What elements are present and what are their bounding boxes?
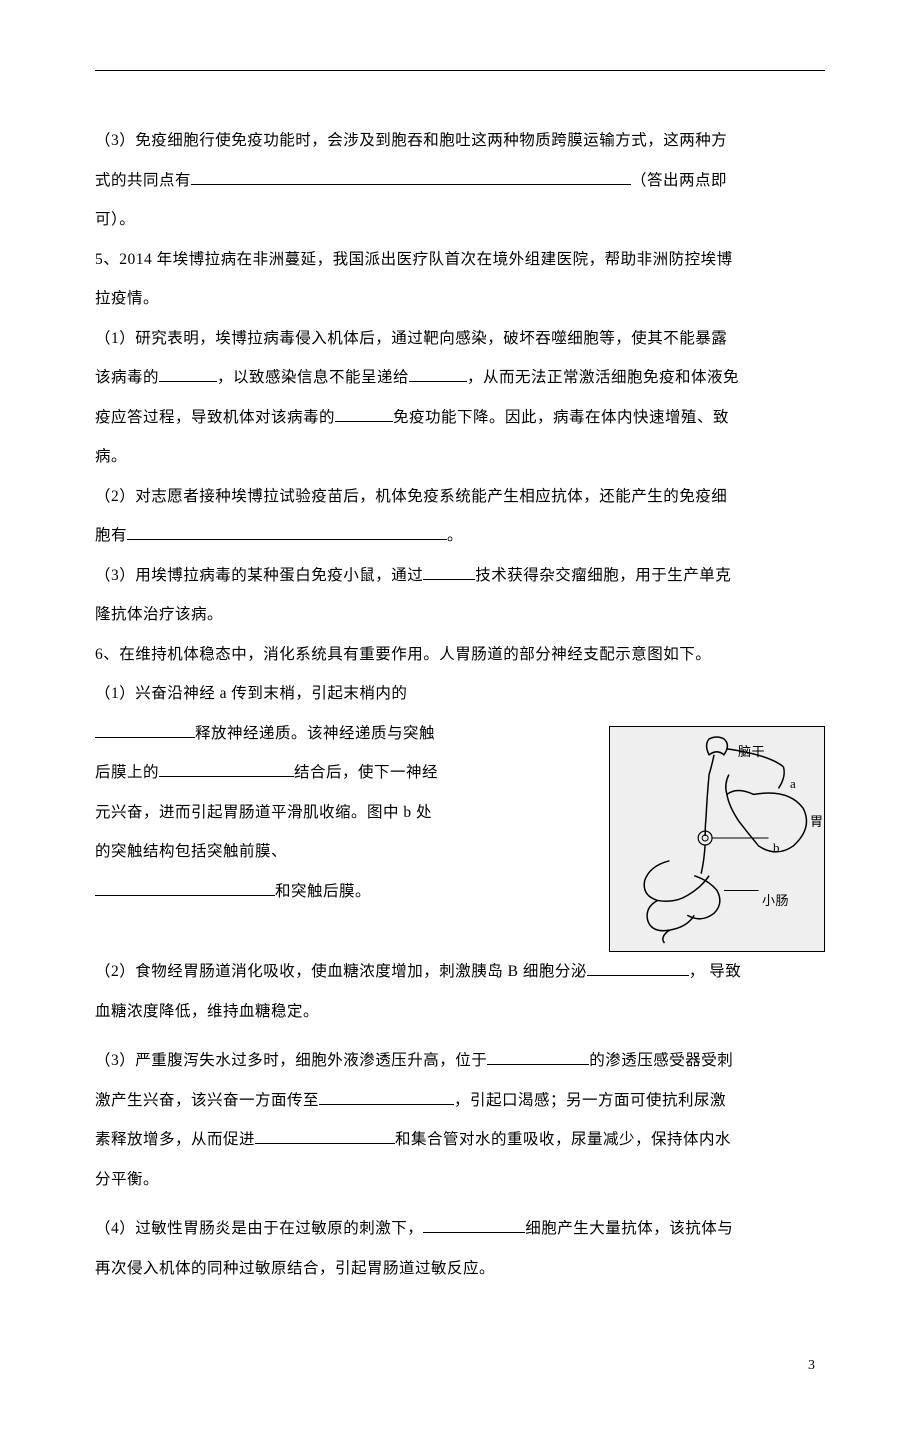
q5-header: 5、2014 年埃博拉病在非洲蔓延，我国派出医疗队首次在境外组建医院，帮助非洲防… — [95, 240, 825, 280]
q6-p2-l2: 血糖浓度降低，维持血糖稳定。 — [95, 992, 825, 1032]
q6-p3-c: 激产生兴奋，该兴奋一方面传至 — [95, 1092, 319, 1109]
q5-blank3 — [335, 405, 393, 422]
q6-p2-l1: （2）食物经胃肠道消化吸收，使血糖浓度增加，刺激胰岛 B 细胞分泌 ， 导致 — [95, 952, 825, 992]
diagram-label-intestine: 小肠 — [762, 884, 789, 917]
q6-p1-l5: 的突触结构包括突触前膜、 — [95, 832, 489, 872]
diagram-label-brainstem: 脑干 — [738, 735, 765, 768]
q6-p4-l1: （4）过敏性胃肠炎是由于在过敏原的刺激下， 细胞产生大量抗体，该抗体与 — [95, 1209, 825, 1249]
q5-p1-l3: 疫应答过程，导致机体对该病毒的 免疫功能下降。因此，病毒在体内快速增殖、致 — [95, 398, 825, 438]
q6-p1-text: （1）兴奋沿神经 a 传到末梢，引起末梢内的 释放神经递质。该神经递质与突触 后… — [95, 674, 489, 911]
q5-header2: 拉疫情。 — [95, 279, 825, 319]
q6-p2-a: （2）食物经胃肠道消化吸收，使血糖浓度增加，刺激胰岛 B 细胞分泌 — [95, 963, 587, 980]
q6-blank3 — [95, 879, 275, 896]
diagram-label-a: a — [790, 767, 796, 800]
q6-p1-l6: 和突触后膜。 — [95, 872, 489, 912]
q6-p1-b: 释放神经递质。该神经递质与突触 — [195, 725, 435, 742]
q5-p3-l2: 隆抗体治疗该病。 — [95, 595, 825, 635]
q4-p3-end: 可）。 — [95, 200, 825, 240]
q6-p3-b: 的渗透压感受器受刺 — [589, 1052, 733, 1069]
q6-p4-a: （4）过敏性胃肠炎是由于在过敏原的刺激下， — [95, 1220, 423, 1237]
q5-p1-l1: （1）研究表明，埃博拉病毒侵入机体后，通过靶向感染，破坏吞噬细胞等，使其不能暴露 — [95, 319, 825, 359]
q6-p3-a: （3）严重腹泻失水过多时，细胞外液渗透压升高，位于 — [95, 1052, 487, 1069]
q5-p1-l4: 病。 — [95, 437, 825, 477]
q5-blank4 — [127, 523, 447, 540]
q5-p1-e: 疫应答过程，导致机体对该病毒的 — [95, 409, 335, 426]
q6-p1-c: 后膜上的 — [95, 764, 159, 781]
q5-p1-l2: 该病毒的 ，以致感染信息不能呈递给 ，从而无法正常激活细胞免疫和体液免 — [95, 358, 825, 398]
q4-p3-line2: 式的共同点有 （答出两点即 — [95, 161, 825, 201]
q5-p1-b: 该病毒的 — [95, 369, 159, 386]
page-number: 3 — [95, 1358, 825, 1374]
q5-blank5 — [423, 563, 475, 580]
page-top-divider — [95, 70, 825, 71]
q4-p3-line1: （3）免疫细胞行使免疫功能时，会涉及到胞吞和胞吐这两种物质跨膜运输方式，这两种方 — [95, 121, 825, 161]
q5-p1-d: ，从而无法正常激活细胞免疫和体液免 — [467, 369, 739, 386]
q5-p3-a: （3）用埃博拉病毒的某种蛋白免疫小鼠，通过 — [95, 567, 423, 584]
q6-p1-l3: 后膜上的 结合后，使下一神经 — [95, 753, 489, 793]
q6-p3-l4: 分平衡。 — [95, 1160, 825, 1200]
q6-blank8 — [423, 1216, 525, 1233]
document-content: （3）免疫细胞行使免疫功能时，会涉及到胞吞和胞吐这两种物质跨膜运输方式，这两种方… — [95, 121, 825, 1288]
q5-p3-b: 技术获得杂交瘤细胞，用于生产单克 — [475, 567, 731, 584]
q5-p2-l1: （2）对志愿者接种埃博拉试验疫苗后，机体免疫系统能产生相应抗体，还能产生的免疫细 — [95, 477, 825, 517]
diagram-svg — [610, 727, 824, 951]
q6-p1-l4: 元兴奋，进而引起胃肠道平滑肌收缩。图中 b 处 — [95, 793, 489, 833]
q6-p3-l2: 激产生兴奋，该兴奋一方面传至 ，引起口渴感；另一方面可使抗利尿激 — [95, 1081, 825, 1121]
q6-header: 6、在维持机体稳态中，消化系统具有重要作用。人胃肠道的部分神经支配示意图如下。 — [95, 635, 825, 675]
q4-blank — [191, 167, 631, 184]
q6-p1-g: 和突触后膜。 — [275, 883, 371, 900]
q6-p1-l2: 释放神经递质。该神经递质与突触 — [95, 714, 489, 754]
q6-p1-d: 结合后，使下一神经 — [294, 764, 438, 781]
q6-p1-l1: （1）兴奋沿神经 a 传到末梢，引起末梢内的 — [95, 674, 489, 714]
q5-blank2 — [409, 365, 467, 382]
q5-p1-c: ，以致感染信息不能呈递给 — [217, 369, 409, 386]
diagram-label-stomach: 胃 — [810, 805, 824, 838]
q6-blank5 — [487, 1048, 589, 1065]
q6-blank6 — [319, 1088, 454, 1105]
q6-p3-e: 素释放增多，从而促进 — [95, 1131, 255, 1148]
diagram-label-b: b — [773, 831, 780, 864]
q6-p2-b: ， 导致 — [689, 963, 741, 980]
q6-block: （1）兴奋沿神经 a 传到末梢，引起末梢内的 释放神经递质。该神经递质与突触 后… — [95, 674, 825, 952]
q6-p4-l2: 再次侵入机体的同种过敏原结合，引起胃肠道过敏反应。 — [95, 1249, 825, 1289]
q6-blank7 — [255, 1127, 395, 1144]
q4-p3-tail: （答出两点即 — [631, 172, 727, 189]
q5-p3-l1: （3）用埃博拉病毒的某种蛋白免疫小鼠，通过 技术获得杂交瘤细胞，用于生产单克 — [95, 556, 825, 596]
q6-p3-f: 和集合管对水的重吸收，尿量减少，保持体内水 — [395, 1131, 731, 1148]
q6-p3-d: ，引起口渴感；另一方面可使抗利尿激 — [454, 1092, 726, 1109]
q5-p2-c: 。 — [447, 527, 463, 544]
q5-p1-f: 免疫功能下降。因此，病毒在体内快速增殖、致 — [393, 409, 729, 426]
q5-blank1 — [159, 365, 217, 382]
nervous-system-diagram: 脑干 a 胃 b 小肠 — [609, 726, 825, 952]
q5-p2-b: 胞有 — [95, 527, 127, 544]
q6-p3-l3: 素释放增多，从而促进 和集合管对水的重吸收，尿量减少，保持体内水 — [95, 1120, 825, 1160]
q6-p3-l1: （3）严重腹泻失水过多时，细胞外液渗透压升高，位于 的渗透压感受器受刺 — [95, 1041, 825, 1081]
q4-p3-prefix2: 式的共同点有 — [95, 172, 191, 189]
q6-blank1 — [95, 721, 195, 738]
q6-blank4 — [587, 959, 689, 976]
q6-blank2 — [159, 760, 294, 777]
q5-p2-l2: 胞有 。 — [95, 516, 825, 556]
q6-p4-b: 细胞产生大量抗体，该抗体与 — [525, 1220, 733, 1237]
